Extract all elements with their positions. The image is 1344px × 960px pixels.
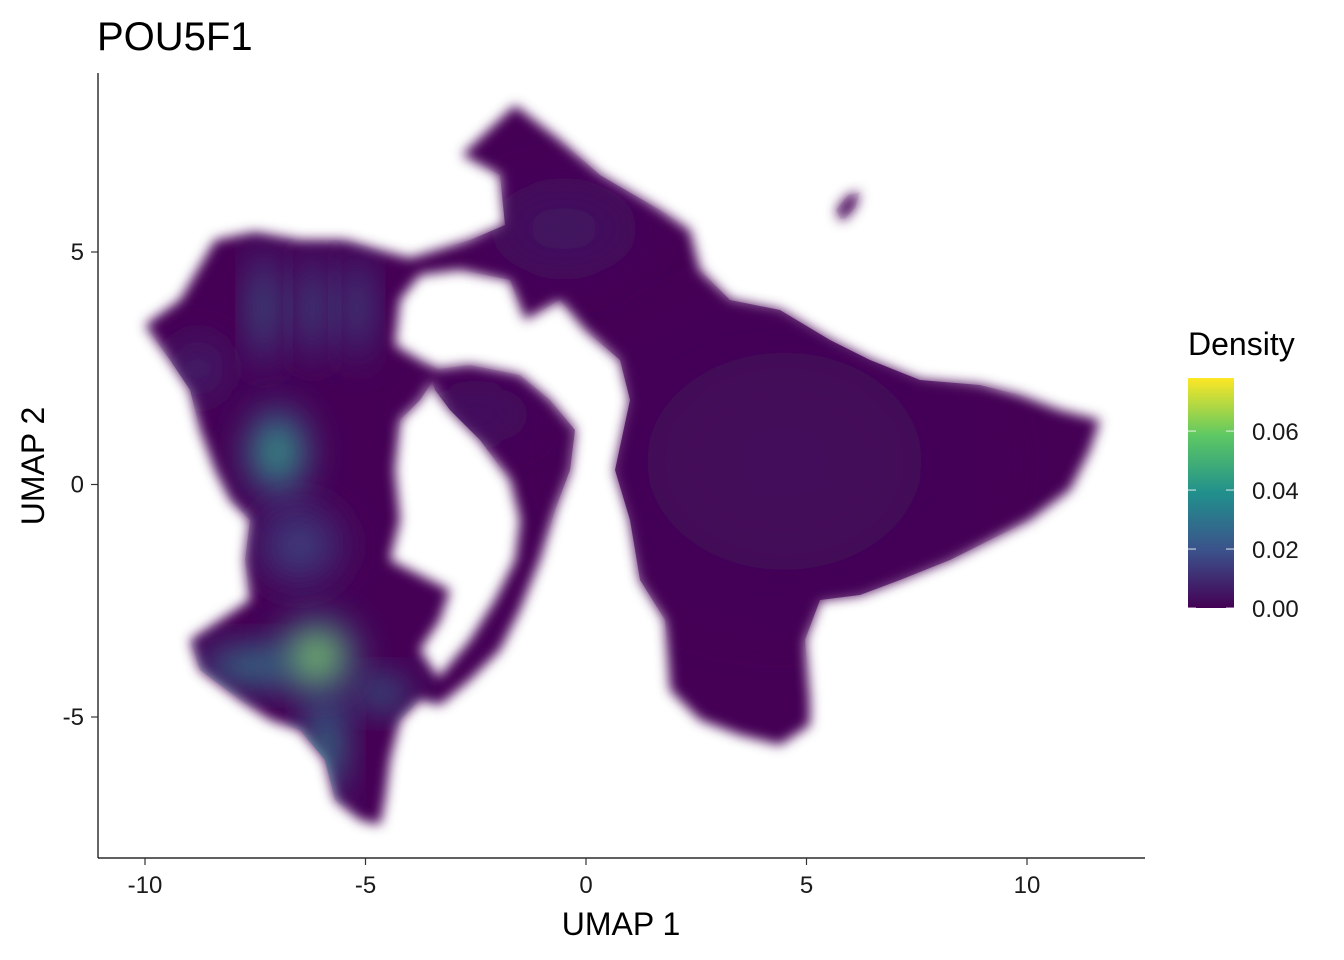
chart-title: POU5F1	[97, 15, 253, 59]
density-contour	[461, 407, 490, 423]
x-tick-label: 0	[579, 872, 592, 899]
plot-area: -10 -5 0 5 10 -5 0 5	[63, 73, 1145, 899]
y-tick-label: -5	[63, 704, 84, 731]
x-axis-title: UMAP 1	[562, 906, 681, 942]
colorbar-ticks: 0.00 0.02 0.04 0.06	[1188, 419, 1299, 623]
density-contour	[289, 535, 310, 555]
density-cluster-upper-finger-3	[342, 247, 372, 369]
density-contour	[261, 294, 267, 322]
density-cluster-top-region	[472, 168, 656, 290]
colorbar-tick-label: 0.04	[1252, 478, 1299, 505]
density-cluster-right-large-region	[555, 279, 1014, 643]
density-cluster-middle-arm	[406, 378, 545, 452]
colorbar-tick-label: 0.02	[1252, 537, 1299, 564]
density-contour	[353, 295, 360, 320]
density-contour	[308, 648, 326, 666]
density-contour	[738, 424, 831, 498]
density-cluster-upper-left-hotspot	[242, 403, 312, 501]
density-contour	[837, 197, 847, 205]
colorbar-tick-label: 0.06	[1252, 419, 1299, 446]
density-contour	[309, 295, 316, 320]
density-contour	[834, 195, 849, 207]
density-contour	[321, 732, 330, 757]
density-cluster-lower-branch	[305, 684, 346, 806]
x-tick-label: 5	[800, 872, 813, 899]
density-cluster-upper-finger-2	[298, 247, 327, 369]
density-layer	[163, 168, 1014, 806]
legend-title: Density	[1188, 326, 1295, 362]
y-axis-ticks: -5 0 5	[63, 239, 98, 731]
legend: Density 0.00 0.02 0.04 0.06	[1188, 326, 1299, 623]
density-contour	[377, 690, 389, 698]
y-axis-title: UMAP 2	[15, 407, 51, 526]
density-contour	[191, 360, 205, 376]
density-contour	[545, 216, 583, 241]
density-contour	[270, 442, 285, 462]
colorbar-tick-label: 0.00	[1252, 596, 1299, 623]
x-axis-ticks: -10 -5 0 5 10	[128, 858, 1041, 899]
y-tick-label: 5	[71, 239, 84, 266]
colorbar	[1188, 378, 1234, 608]
density-cluster-upper-left-arm	[163, 331, 233, 405]
x-tick-label: -5	[355, 872, 376, 899]
density-cluster-mid-band	[247, 496, 351, 594]
density-contour	[839, 199, 845, 203]
density-cluster-small-island	[830, 191, 854, 210]
point-cloud-arc	[420, 365, 575, 705]
density-contour	[239, 661, 263, 671]
x-tick-label: 10	[1014, 872, 1041, 899]
y-tick-label: 0	[71, 472, 84, 499]
density-cluster-hotspot-lower-left	[273, 614, 360, 699]
density-cluster-lower-right-arm	[354, 675, 412, 712]
density-cluster-upper-finger-1	[249, 241, 279, 375]
x-tick-label: -10	[128, 872, 163, 899]
